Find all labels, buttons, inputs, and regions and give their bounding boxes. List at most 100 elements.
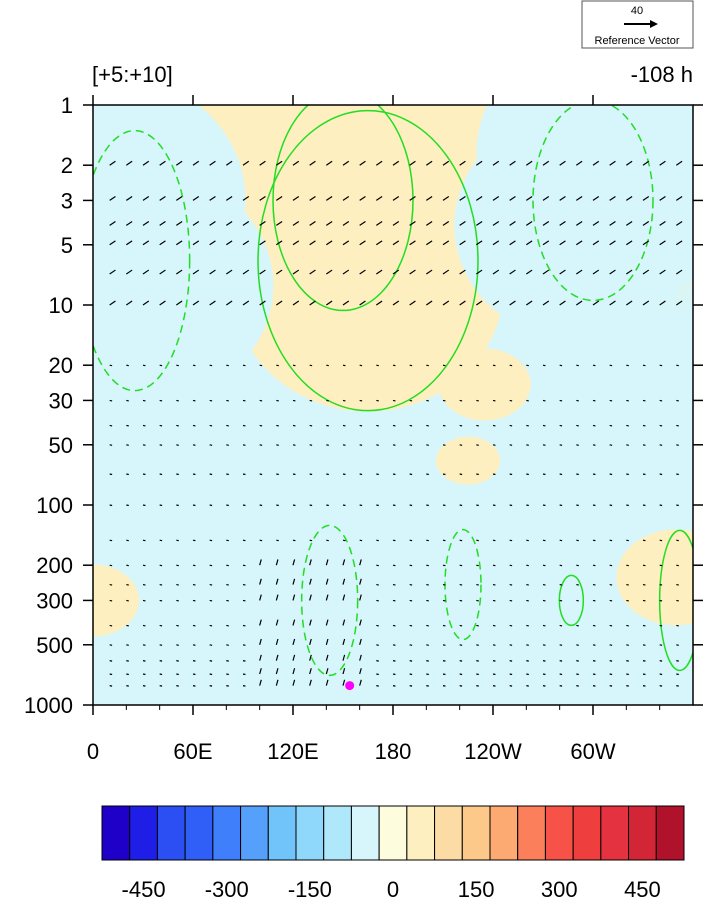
wind-vector: [392, 220, 400, 226]
wind-vector: [225, 300, 233, 306]
wind-vector: [342, 654, 346, 661]
wind-vector: [442, 269, 450, 275]
wind-vector: [242, 220, 250, 226]
wind-vector: [325, 559, 329, 566]
wind-vector: [375, 195, 383, 201]
wind-vector: [159, 300, 166, 306]
wind-vector: [342, 679, 346, 686]
wind-vector: [259, 679, 262, 686]
wind-vector: [459, 300, 466, 306]
colorbar-tick-label: 450: [624, 877, 661, 898]
wind-vector: [359, 679, 362, 686]
wind-vector: [609, 160, 616, 166]
x-axis: 0 60E 120E 180 120W 60W: [87, 95, 661, 764]
wind-vector: [309, 668, 312, 675]
plot-area: [93, 105, 693, 705]
wind-vector: [325, 240, 333, 246]
wind-vectors: [109, 160, 683, 687]
wind-vector: [592, 195, 600, 201]
wind-vector: [125, 269, 133, 275]
x-tick-label: 180: [375, 739, 412, 764]
wind-vector: [475, 220, 483, 226]
wind-vector: [325, 668, 329, 675]
wind-vector: [409, 160, 416, 166]
colorbar-swatch: [461, 805, 491, 861]
wind-vector: [309, 195, 316, 201]
wind-vector: [125, 195, 133, 201]
reference-vector-box: 40 Reference Vector: [581, 0, 694, 49]
wind-vector: [325, 220, 333, 226]
wind-vector: [225, 269, 233, 275]
wind-vector: [292, 195, 300, 201]
wind-vector: [209, 240, 216, 246]
wind-vector: [175, 195, 183, 201]
wind-vector: [359, 594, 362, 601]
colorbar-swatch: [323, 805, 352, 861]
wind-vector: [575, 240, 583, 246]
wind-vector: [342, 300, 350, 306]
wind-vector: [159, 160, 166, 166]
wind-vector: [659, 195, 666, 201]
wind-vector: [675, 160, 683, 166]
colorbar-swatch: [517, 805, 546, 861]
wind-vector: [242, 160, 250, 166]
wind-vector: [342, 240, 350, 246]
wind-vector: [592, 269, 600, 275]
wind-vector: [192, 195, 200, 201]
wind-vector: [325, 638, 329, 645]
wind-vector: [425, 240, 433, 246]
wind-vector: [359, 160, 366, 166]
wind-vector: [542, 300, 550, 306]
wind-vector: [342, 578, 346, 585]
wind-vector: [559, 195, 566, 201]
wind-vector: [292, 220, 300, 226]
wind-vector: [342, 195, 350, 201]
x-tick-label: 0: [87, 739, 99, 764]
wind-vector: [192, 300, 200, 306]
colorbar-swatch: [184, 805, 214, 861]
wind-vector: [342, 220, 350, 226]
wind-vector: [475, 240, 483, 246]
x-tick-label: 120W: [464, 739, 522, 764]
field-shade-level: [436, 436, 500, 485]
wind-vector: [542, 195, 550, 201]
wind-vector: [375, 269, 383, 275]
colorbar: -450 -300 -150 0 150 300 450: [101, 805, 685, 898]
wind-vector: [309, 559, 312, 566]
wind-vector: [525, 240, 533, 246]
wind-vector: [309, 578, 312, 585]
wind-vector: [225, 160, 233, 166]
wind-vector: [542, 240, 550, 246]
wind-vector: [525, 220, 533, 226]
wind-vector: [442, 220, 450, 226]
wind-vector: [242, 195, 250, 201]
wind-vector: [525, 269, 533, 275]
colorbar-tick-label: -450: [122, 877, 166, 898]
wind-vector: [525, 300, 533, 306]
wind-vector: [275, 195, 283, 201]
wind-vector: [575, 220, 583, 226]
reference-vector-label: Reference Vector: [595, 35, 680, 47]
wind-vector: [309, 594, 312, 601]
wind-vector: [442, 195, 450, 201]
wind-vector: [509, 300, 516, 306]
wind-vector: [659, 220, 666, 226]
wind-vector: [425, 160, 433, 166]
wind-vector: [592, 300, 600, 306]
wind-vector: [359, 559, 362, 566]
wind-vector: [309, 300, 316, 306]
y-axis: 1 2 3 5 10 20 30 50 100 200 300 500 1000: [24, 93, 703, 718]
field-shade-level: [93, 171, 274, 400]
wind-vector: [109, 240, 116, 246]
colorbar-tick-label: -150: [288, 877, 332, 898]
colorbar-swatch: [295, 805, 325, 861]
wind-vector: [459, 160, 466, 166]
y-tick-label: 1000: [24, 693, 73, 718]
wind-vector: [325, 269, 333, 275]
wind-vector: [292, 654, 296, 661]
wind-vector: [275, 220, 283, 226]
wind-vector: [309, 638, 312, 645]
wind-vector: [309, 619, 312, 626]
wind-vector: [642, 300, 650, 306]
field-center-9: [93, 564, 139, 637]
